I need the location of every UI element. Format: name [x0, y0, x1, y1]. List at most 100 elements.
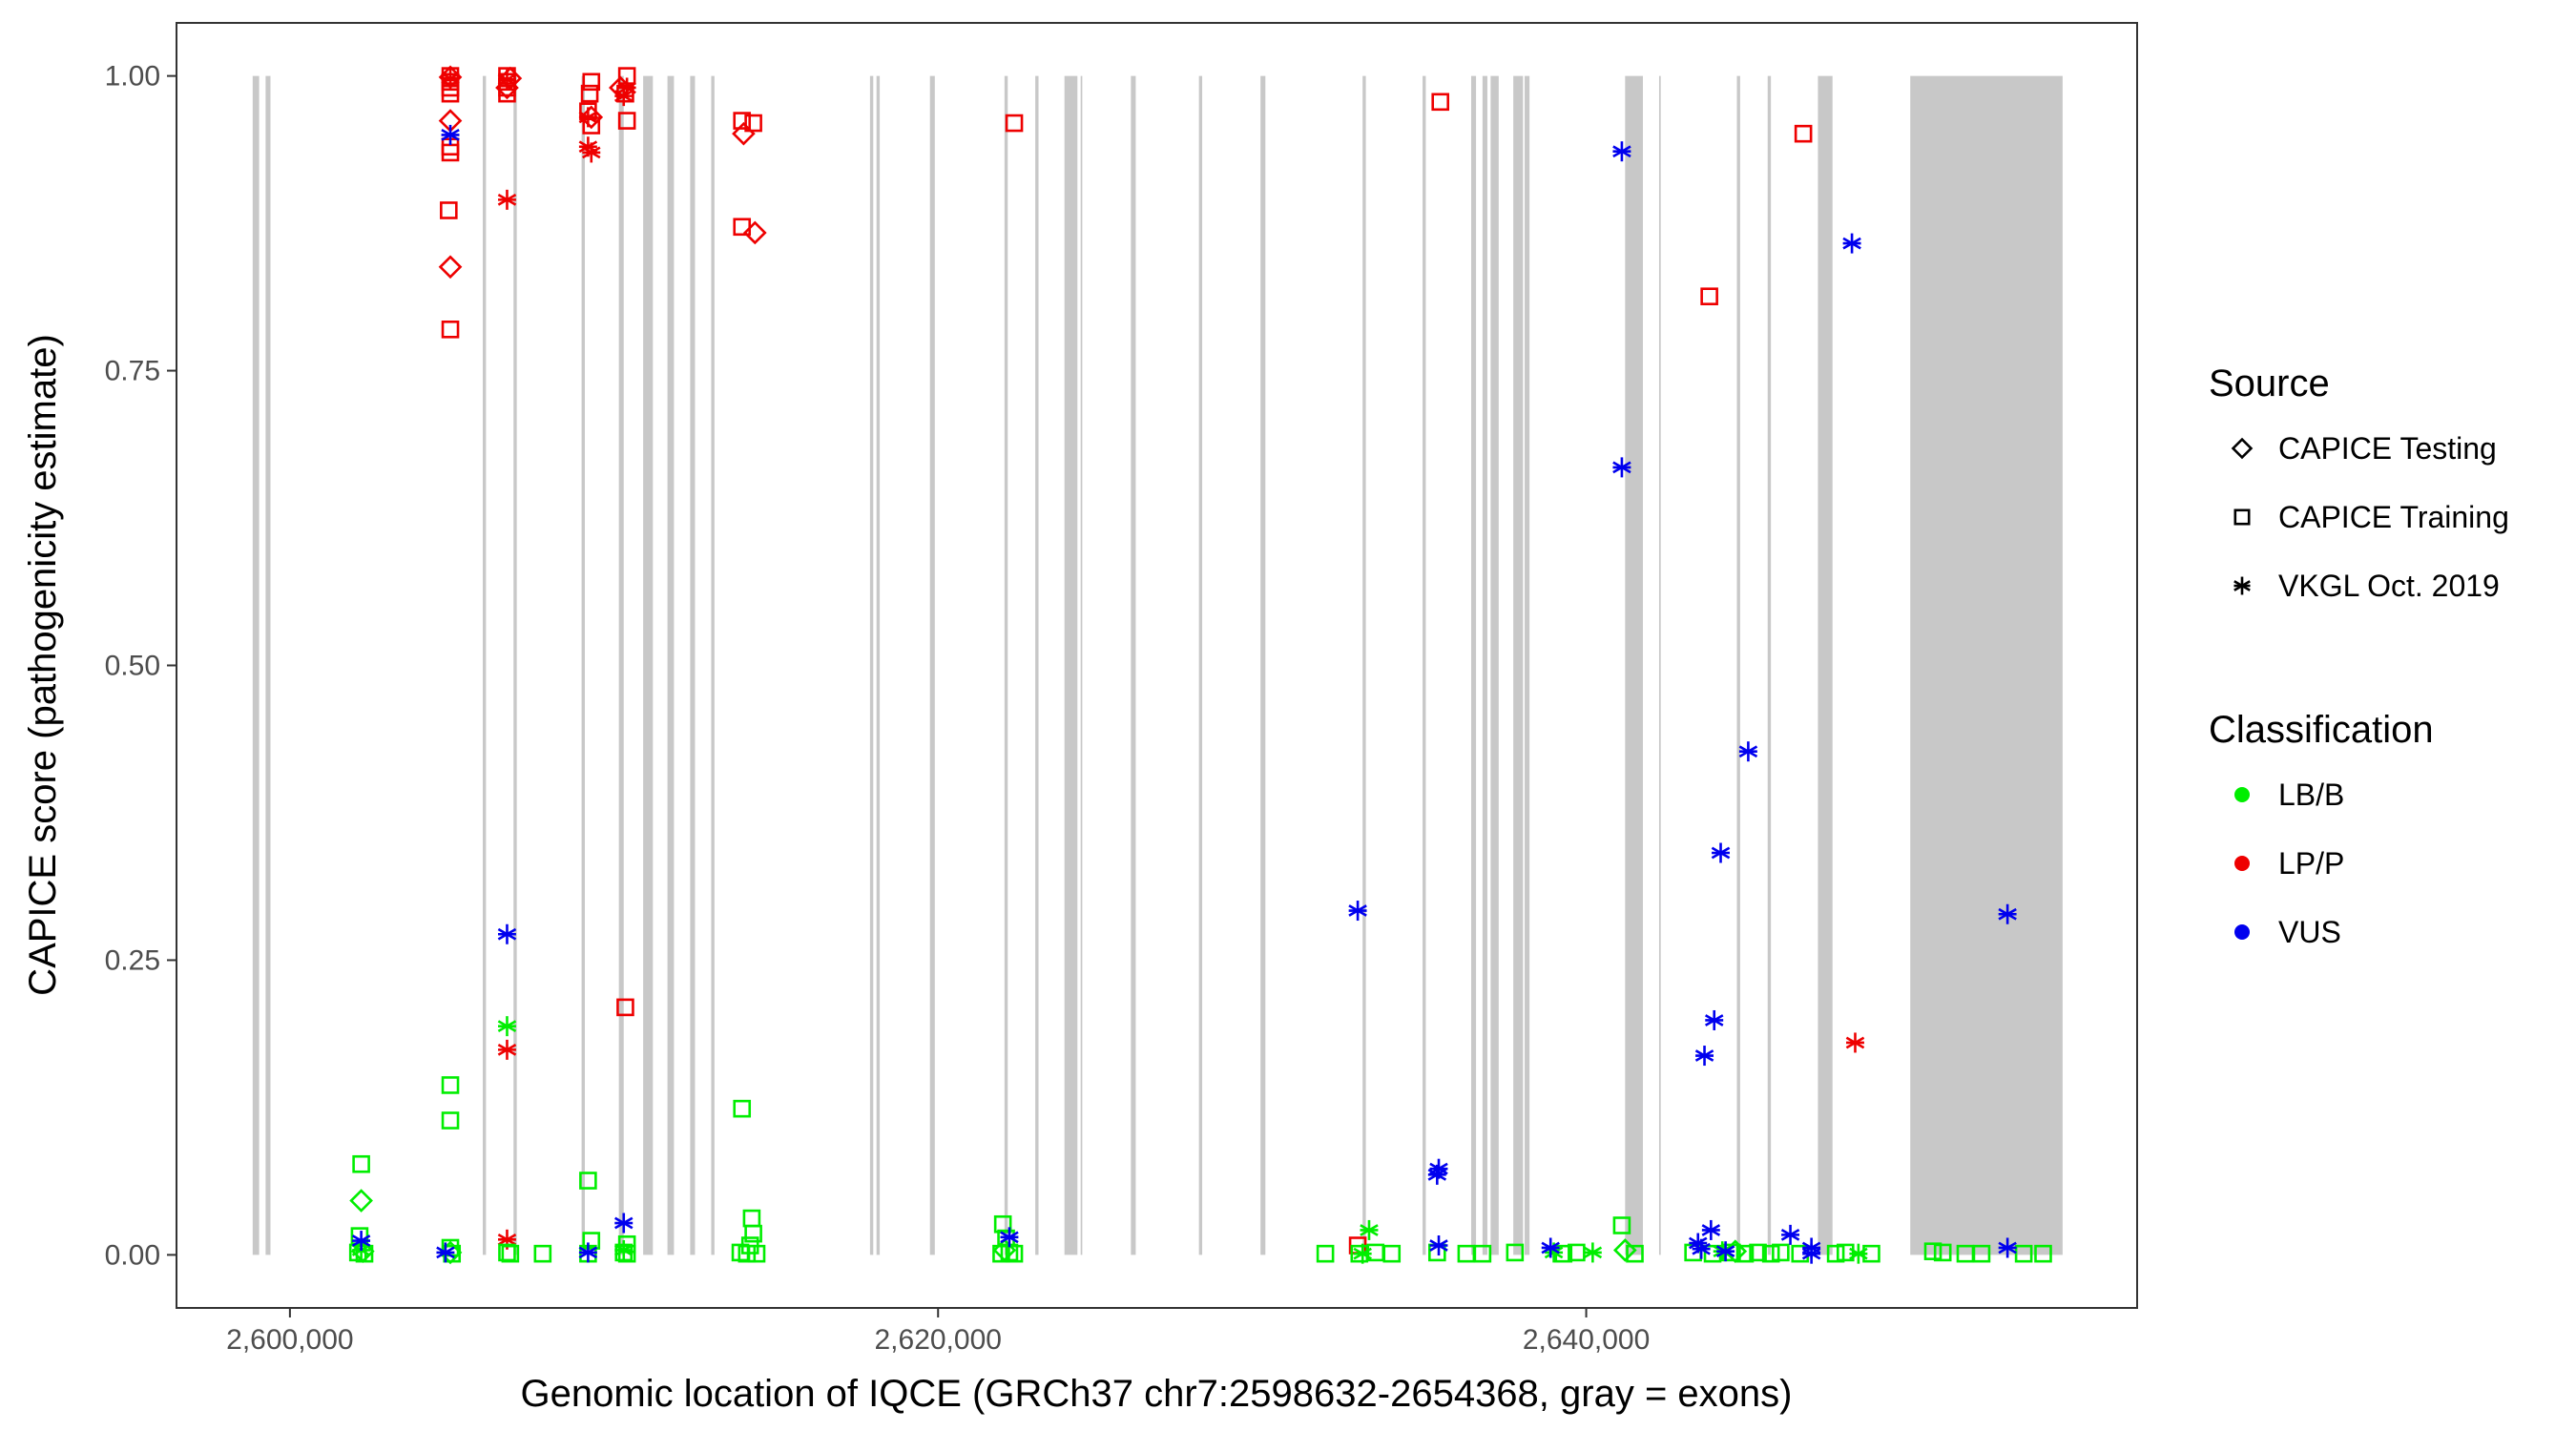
data-point	[1583, 1242, 1603, 1263]
data-point	[1842, 233, 1861, 254]
data-point	[732, 121, 756, 146]
exon-band	[690, 75, 696, 1255]
data-point	[1923, 1242, 1942, 1260]
exon-band	[513, 75, 517, 1255]
x-axis-title: Genomic location of IQCE (GRCh37 chr7:25…	[521, 1373, 1793, 1415]
data-point	[742, 220, 767, 245]
data-point	[352, 1154, 370, 1173]
data-point	[744, 114, 762, 133]
data-point	[2014, 1244, 2033, 1263]
exon-band	[1423, 75, 1426, 1255]
data-point	[1626, 1244, 1644, 1263]
x-tick-label: 2,600,000	[226, 1324, 353, 1356]
data-point	[441, 68, 460, 89]
data-point	[1826, 1244, 1845, 1263]
legend-classification-title: Classification	[2209, 709, 2434, 751]
exon-band	[1625, 75, 1644, 1255]
exon-bands	[252, 75, 2063, 1255]
y-tick-label: 0.25	[105, 944, 160, 976]
exon-band	[252, 75, 260, 1255]
exon-band	[643, 75, 654, 1255]
data-point	[1694, 1046, 1714, 1067]
exon-band	[711, 75, 715, 1255]
axes: 0.00 0.25 0.50 0.75 1.00 2,600,000 2,620,000 2,…	[105, 61, 1651, 1356]
legend-source-label: CAPICE Training	[2278, 500, 2509, 534]
data-point	[349, 1189, 373, 1213]
data-point	[1700, 287, 1718, 306]
data-point	[1348, 901, 1367, 922]
data-point	[436, 1242, 455, 1263]
data-point	[1429, 1235, 1448, 1256]
data-point	[733, 1099, 752, 1118]
data-point	[501, 1244, 520, 1263]
data-point	[1005, 1244, 1024, 1263]
data-point	[1998, 903, 2017, 924]
data-point	[1692, 1238, 1711, 1259]
data-point	[440, 201, 458, 219]
data-point	[351, 1231, 371, 1252]
legend-classification-label: VUS	[2278, 915, 2341, 949]
exon-band	[1767, 75, 1772, 1255]
data-point	[1612, 457, 1631, 478]
legend-classification-label: LB/B	[2278, 778, 2344, 812]
data-point	[497, 1039, 517, 1060]
data-point	[1316, 1244, 1335, 1263]
data-point	[1382, 1244, 1402, 1263]
data-point	[1801, 1243, 1821, 1264]
data-point	[579, 1172, 597, 1190]
exon-band	[1362, 75, 1366, 1255]
data-point	[1738, 741, 1758, 762]
data-point	[441, 124, 460, 145]
data-point	[1612, 1238, 1637, 1262]
data-points	[348, 65, 2052, 1265]
exon-band	[1736, 75, 1740, 1255]
legend-key-square	[2233, 508, 2251, 526]
data-point	[1711, 842, 1731, 863]
y-tick-label: 0.00	[105, 1239, 160, 1271]
data-point	[992, 1238, 1017, 1262]
y-tick-label: 0.75	[105, 356, 160, 387]
data-point	[616, 998, 634, 1017]
exon-band	[1470, 75, 1477, 1255]
data-point	[1794, 124, 1813, 143]
data-point	[747, 1244, 766, 1263]
legend: Source Classification CAPICE Testing CAPI…	[2209, 363, 2509, 949]
legend-key-diamond	[2231, 437, 2254, 460]
series-vus-asterisk	[351, 124, 2017, 1264]
exon-band	[1910, 75, 2063, 1255]
legend-key-asterisk	[2233, 576, 2251, 595]
data-point	[498, 66, 523, 91]
data-point	[582, 1232, 601, 1250]
exon-band	[876, 75, 881, 1255]
data-point	[1427, 1164, 1447, 1185]
data-point	[617, 77, 636, 98]
exon-band	[581, 75, 585, 1255]
legend-source-title: Source	[2209, 363, 2330, 404]
exon-band	[1131, 75, 1136, 1255]
exon-band	[265, 75, 271, 1255]
data-point	[1701, 1219, 1721, 1240]
data-point	[1353, 1243, 1372, 1264]
data-point	[1772, 1243, 1790, 1262]
data-point	[582, 142, 601, 163]
data-point	[1473, 1244, 1492, 1263]
data-point	[614, 1239, 634, 1260]
data-point	[1704, 1009, 1724, 1030]
y-axis-title: CAPICE score (pathogenicity estimate)	[22, 334, 64, 996]
data-point	[1780, 1224, 1800, 1245]
data-point	[497, 189, 517, 210]
y-tick-label: 0.50	[105, 651, 160, 682]
data-point	[497, 69, 517, 90]
exon-band	[1260, 75, 1266, 1255]
data-point	[441, 1076, 460, 1094]
data-point	[733, 112, 752, 130]
data-point	[438, 1240, 463, 1265]
exon-band	[1490, 75, 1499, 1255]
data-point	[441, 1111, 460, 1130]
exon-band	[1035, 75, 1039, 1255]
data-point	[1431, 93, 1450, 112]
data-point	[1972, 1244, 1991, 1263]
exon-band	[929, 75, 935, 1255]
exon-band	[1004, 75, 1008, 1255]
